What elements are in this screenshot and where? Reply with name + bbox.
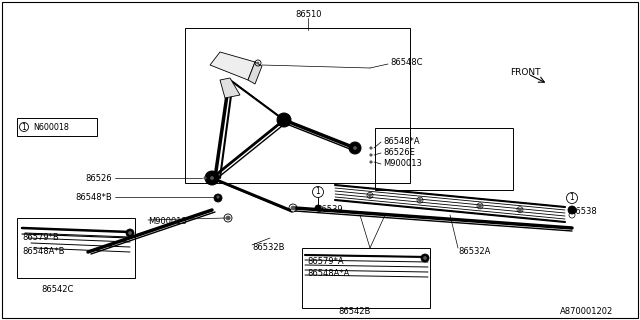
Text: 86510: 86510 <box>295 10 321 19</box>
Text: 86579*A: 86579*A <box>307 258 344 267</box>
Circle shape <box>291 206 295 210</box>
Circle shape <box>370 154 372 156</box>
Text: 86526E: 86526E <box>383 148 415 156</box>
Circle shape <box>228 217 230 219</box>
Circle shape <box>479 204 481 207</box>
Text: 86548C: 86548C <box>390 58 422 67</box>
Text: 1: 1 <box>570 194 574 203</box>
Text: 86526: 86526 <box>85 173 112 182</box>
Text: 86532A: 86532A <box>458 247 490 257</box>
Bar <box>302 248 430 308</box>
Text: 1: 1 <box>22 123 26 132</box>
Circle shape <box>568 206 576 214</box>
Circle shape <box>282 118 286 122</box>
Circle shape <box>424 257 426 260</box>
Text: 86548A*A: 86548A*A <box>307 269 349 278</box>
Text: 86579*B: 86579*B <box>22 234 59 243</box>
Circle shape <box>205 171 219 185</box>
Circle shape <box>129 231 131 235</box>
Text: 86548A*B: 86548A*B <box>22 247 65 257</box>
Circle shape <box>419 199 422 202</box>
Circle shape <box>518 208 522 211</box>
Circle shape <box>226 216 230 220</box>
Text: 86548*B: 86548*B <box>76 193 112 202</box>
Circle shape <box>257 62 259 64</box>
Text: 86539: 86539 <box>316 205 342 214</box>
Circle shape <box>277 113 291 127</box>
Text: M900013: M900013 <box>383 158 422 167</box>
Circle shape <box>204 177 206 179</box>
Circle shape <box>370 147 372 149</box>
Circle shape <box>369 194 371 197</box>
Bar <box>185 28 410 183</box>
Text: FRONT: FRONT <box>510 68 541 76</box>
Text: 86532B: 86532B <box>252 244 285 252</box>
Circle shape <box>126 229 134 237</box>
Text: A870001202: A870001202 <box>560 308 613 316</box>
Polygon shape <box>210 52 255 80</box>
Circle shape <box>217 196 220 198</box>
Circle shape <box>211 177 214 180</box>
Circle shape <box>214 194 222 202</box>
Circle shape <box>349 142 361 154</box>
Bar <box>375 128 513 190</box>
Bar <box>17 118 97 136</box>
Text: 1: 1 <box>316 188 321 196</box>
Circle shape <box>353 147 356 149</box>
Circle shape <box>315 205 321 211</box>
Bar <box>17 218 135 278</box>
Polygon shape <box>248 62 262 84</box>
Text: 86542C: 86542C <box>42 285 74 294</box>
Text: 86548*A: 86548*A <box>383 137 420 146</box>
Text: 86538: 86538 <box>570 207 596 217</box>
Text: 86542B: 86542B <box>339 308 371 316</box>
Text: N600018: N600018 <box>33 123 69 132</box>
Circle shape <box>421 254 429 262</box>
Text: M900013: M900013 <box>148 218 187 227</box>
Polygon shape <box>220 78 240 98</box>
Circle shape <box>370 161 372 163</box>
